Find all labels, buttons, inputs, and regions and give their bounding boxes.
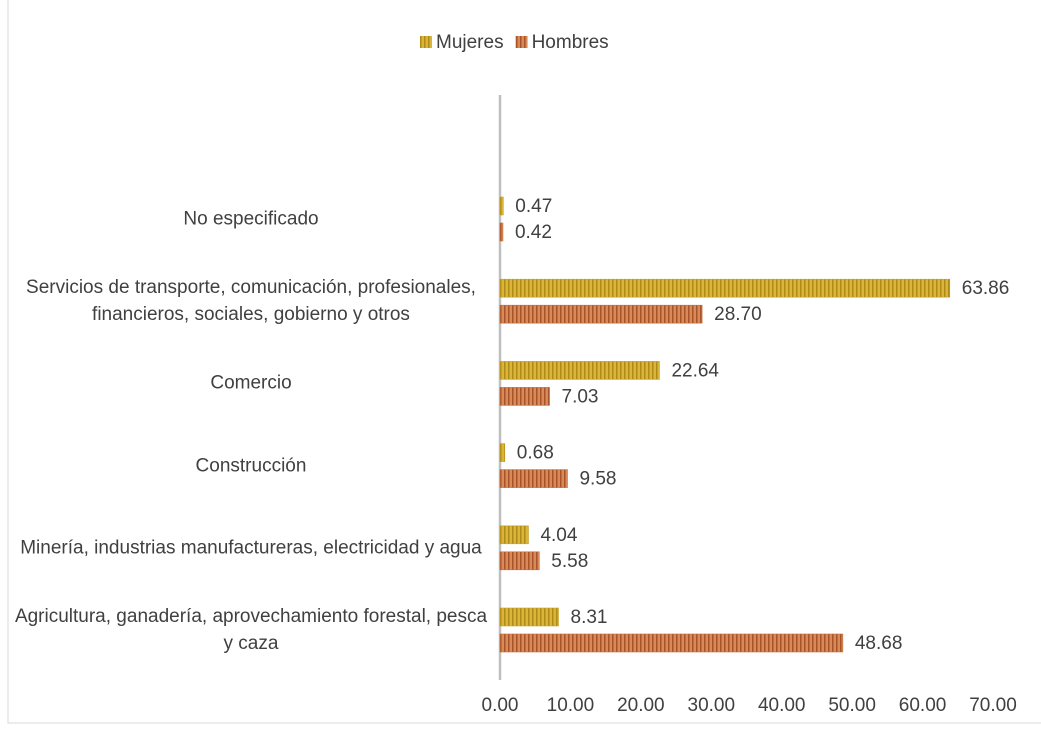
- bar: [499, 222, 504, 242]
- data-label: 28.70: [714, 304, 762, 325]
- bar: [499, 196, 504, 216]
- chart-frame: [7, 0, 1041, 724]
- data-label: 4.04: [540, 525, 577, 546]
- y-tick-label: Minería, industrias manufactureras, elec…: [20, 537, 482, 559]
- y-tick-label: No especificado: [183, 208, 319, 230]
- data-label: 5.58: [551, 551, 588, 572]
- y-tick-label: Comercio: [210, 372, 292, 394]
- legend-label: Hombres: [532, 32, 609, 53]
- x-tick-label: 70.00: [969, 695, 1017, 716]
- bar: [499, 469, 568, 488]
- data-label: 9.58: [579, 469, 616, 490]
- x-tick-label: 20.00: [617, 695, 665, 716]
- x-tick-label: 10.00: [547, 695, 595, 716]
- data-label: 63.86: [962, 278, 1010, 299]
- x-tick-label: 40.00: [758, 695, 806, 716]
- bar: [499, 551, 540, 571]
- data-label: 0.68: [517, 443, 554, 464]
- x-tick-label: 0.00: [482, 695, 519, 716]
- bar: [499, 361, 660, 380]
- data-label: 22.64: [671, 360, 719, 381]
- bar: [499, 443, 506, 462]
- bar: [499, 304, 703, 324]
- data-label: 7.03: [562, 386, 599, 407]
- x-tick-label: 50.00: [828, 695, 876, 716]
- y-tick-label: Servicios de transporte, comunicación, p…: [26, 277, 476, 326]
- data-label: 0.47: [515, 196, 552, 217]
- y-tick-label: Agricultura, ganadería, aprovechamiento …: [14, 606, 488, 654]
- bar: [499, 607, 559, 627]
- x-tick-label: 60.00: [899, 695, 947, 716]
- bar: [499, 633, 844, 653]
- y-tick-label: Construcción: [195, 455, 307, 477]
- bar: [499, 387, 550, 406]
- legend-swatch: [515, 36, 528, 48]
- legend-swatch: [420, 36, 432, 48]
- bar: [499, 525, 529, 545]
- bar: [499, 278, 951, 298]
- data-label: 8.31: [571, 607, 608, 628]
- x-tick-label: 30.00: [688, 695, 736, 716]
- data-label: 0.42: [515, 222, 552, 243]
- data-label: 48.68: [855, 633, 903, 654]
- legend-label: Mujeres: [436, 32, 504, 53]
